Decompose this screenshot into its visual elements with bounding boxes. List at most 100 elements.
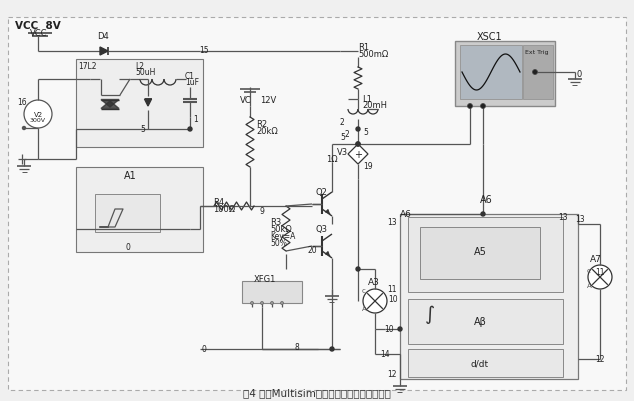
Circle shape [330, 347, 334, 351]
Bar [408, 299, 563, 344]
Circle shape [588, 265, 612, 289]
Text: 13: 13 [558, 213, 567, 221]
Circle shape [481, 104, 486, 109]
Bar [95, 194, 160, 233]
Text: R1: R1 [358, 43, 369, 52]
Text: 50kΩ: 50kΩ [270, 225, 292, 233]
Text: 50uH: 50uH [135, 68, 155, 77]
Bar [408, 349, 563, 377]
Bar [400, 215, 578, 379]
Text: VCC  8V: VCC 8V [15, 21, 61, 31]
Text: Q3: Q3 [316, 225, 328, 233]
Text: c: c [362, 287, 366, 293]
Text: 12: 12 [387, 369, 397, 378]
Text: 14: 14 [380, 349, 390, 358]
Text: XSC1: XSC1 [477, 32, 503, 42]
Bar [455, 42, 555, 107]
Polygon shape [101, 102, 119, 109]
Text: 1: 1 [193, 115, 198, 124]
Text: D4: D4 [97, 32, 109, 41]
Text: A6: A6 [480, 194, 493, 205]
Text: V2: V2 [34, 112, 42, 118]
Polygon shape [101, 100, 119, 108]
Bar [460, 46, 522, 100]
Text: 16: 16 [17, 98, 27, 107]
Text: c: c [587, 267, 591, 273]
Text: 9: 9 [260, 207, 265, 215]
Circle shape [250, 302, 254, 305]
Text: VC: VC [240, 96, 252, 105]
Text: V3: V3 [337, 148, 348, 157]
Text: 5: 5 [340, 133, 345, 142]
Text: 12V: 12V [260, 96, 276, 105]
Text: 300V: 300V [30, 118, 46, 123]
Text: 12: 12 [595, 354, 604, 363]
Circle shape [22, 127, 25, 130]
Text: 图4 基于Multisim的混合功率放大器仿真电路: 图4 基于Multisim的混合功率放大器仿真电路 [243, 387, 391, 397]
Circle shape [188, 128, 192, 132]
Bar [420, 227, 540, 279]
Circle shape [481, 213, 485, 217]
Text: Q2: Q2 [316, 188, 328, 196]
Text: R3: R3 [270, 217, 281, 227]
Text: 19: 19 [363, 162, 373, 170]
Text: A7: A7 [590, 254, 602, 263]
Circle shape [467, 104, 472, 109]
Text: 8: 8 [295, 342, 300, 351]
Circle shape [533, 70, 538, 75]
Text: A6: A6 [400, 209, 412, 219]
Circle shape [356, 128, 360, 132]
Text: +: + [354, 150, 362, 160]
Text: 13: 13 [575, 215, 585, 223]
Text: 100Ω: 100Ω [213, 205, 235, 213]
Polygon shape [348, 145, 368, 164]
Text: 20: 20 [308, 245, 318, 254]
Text: 13: 13 [387, 217, 397, 227]
Text: A3: A3 [368, 277, 380, 286]
Text: 1uF: 1uF [185, 78, 199, 87]
Text: d/dt: d/dt [471, 358, 489, 368]
Text: A: A [587, 282, 592, 288]
Text: 0: 0 [202, 344, 207, 353]
Text: 10: 10 [384, 324, 394, 333]
Text: Ext Trig: Ext Trig [525, 50, 548, 55]
Text: L2: L2 [78, 62, 96, 71]
Text: 5: 5 [140, 125, 145, 134]
Text: ∫: ∫ [425, 304, 435, 323]
Polygon shape [145, 100, 152, 107]
Bar [76, 168, 203, 252]
Circle shape [356, 143, 360, 147]
Text: 15: 15 [199, 46, 209, 55]
Bar [408, 217, 563, 292]
Text: R4: R4 [213, 198, 224, 207]
Text: 2: 2 [345, 130, 350, 139]
Circle shape [356, 267, 360, 271]
Circle shape [24, 101, 52, 129]
Text: R2: R2 [256, 120, 267, 129]
Polygon shape [100, 48, 108, 56]
Text: XFG1: XFG1 [254, 274, 276, 283]
Text: Aβ: Aβ [474, 316, 486, 326]
Text: L2: L2 [135, 62, 144, 71]
Text: A1: A1 [124, 170, 136, 180]
Text: L1: L1 [362, 95, 372, 104]
Text: C1: C1 [185, 72, 195, 81]
Circle shape [271, 302, 273, 305]
Text: A: A [362, 305, 366, 311]
Bar [523, 46, 553, 100]
Text: 0: 0 [577, 70, 582, 79]
Text: VCC: VCC [30, 29, 48, 38]
Text: Key=A: Key=A [270, 231, 295, 241]
Circle shape [398, 327, 402, 331]
Text: 1Ω: 1Ω [326, 155, 338, 164]
Circle shape [356, 143, 360, 147]
Text: 2: 2 [340, 118, 345, 127]
Text: A5: A5 [474, 246, 486, 256]
Text: 500mΩ: 500mΩ [358, 50, 388, 59]
Circle shape [280, 302, 283, 305]
Text: 11: 11 [595, 267, 604, 276]
Text: 10: 10 [389, 294, 398, 303]
Text: 17: 17 [78, 62, 87, 71]
Circle shape [363, 289, 387, 313]
Text: 20mH: 20mH [362, 101, 387, 110]
